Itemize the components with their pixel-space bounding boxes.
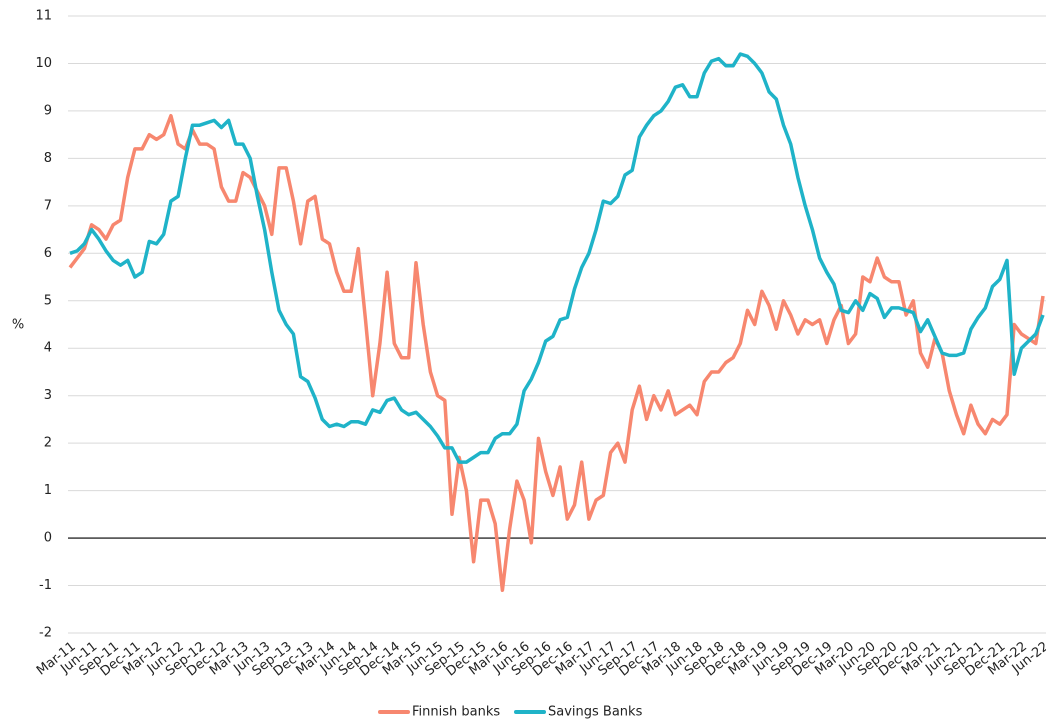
y-tick-label: 3 (44, 388, 52, 403)
series-line (69, 52, 1045, 464)
y-tick-label: 6 (44, 246, 52, 261)
y-tick-label: 1 (44, 483, 52, 498)
y-tick-label: 7 (44, 198, 52, 213)
y-tick-label: 4 (44, 341, 52, 356)
legend-label: Savings Banks (548, 705, 643, 720)
y-tick-label: -1 (39, 578, 52, 593)
y-tick-label: -2 (39, 626, 52, 641)
legend-label: Finnish banks (412, 705, 500, 720)
y-tick-label: 0 (44, 531, 52, 546)
y-tick-label: 10 (35, 56, 52, 71)
y-tick-label: 5 (44, 293, 52, 308)
y-tick-label: 9 (44, 103, 52, 118)
y-tick-label: 11 (35, 9, 52, 24)
y-tick-label: 8 (44, 151, 52, 166)
y-axis-label: % (12, 318, 24, 333)
series-line (68, 113, 1045, 593)
y-tick-label: 2 (44, 436, 52, 451)
